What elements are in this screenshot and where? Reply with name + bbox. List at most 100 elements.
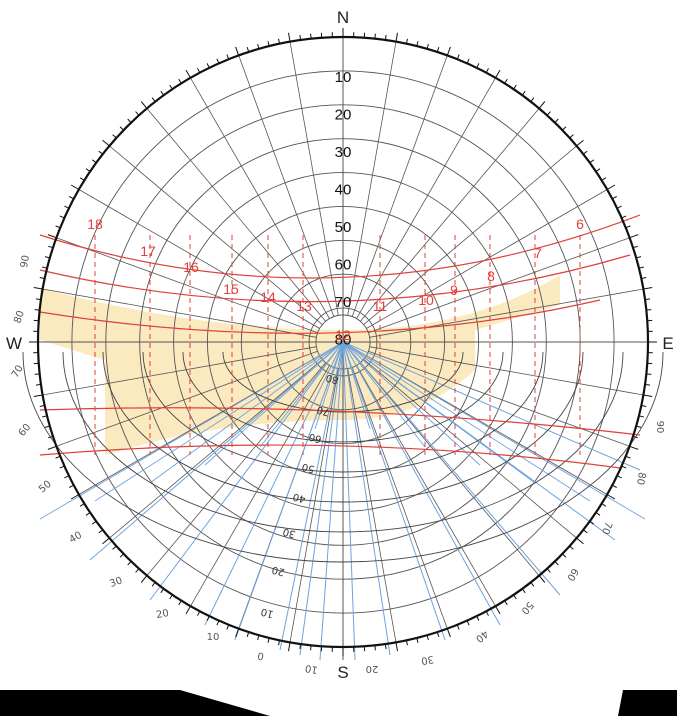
rim-tick bbox=[513, 594, 517, 600]
hour-label: 8 bbox=[487, 268, 495, 284]
rim-tick bbox=[135, 111, 140, 116]
azimuth-radial bbox=[78, 189, 320, 329]
shading-mask-label: 50 bbox=[301, 460, 316, 474]
rim-tick bbox=[513, 84, 517, 90]
shading-line bbox=[342, 341, 426, 448]
azimuth-label: 10 bbox=[207, 632, 220, 643]
shading-line bbox=[89, 341, 344, 561]
rim-tick bbox=[246, 631, 250, 637]
rim-tick bbox=[64, 475, 70, 479]
rim-tick bbox=[178, 78, 182, 84]
rim-tick bbox=[576, 139, 584, 147]
rim-tick bbox=[384, 34, 387, 41]
rim-tick bbox=[538, 575, 546, 583]
rim-tick bbox=[288, 32, 291, 42]
hour-label: 9 bbox=[450, 282, 458, 298]
azimuth-radial bbox=[42, 346, 317, 396]
rim-tick bbox=[546, 111, 551, 116]
rim-tick bbox=[55, 225, 61, 229]
rim-tick bbox=[643, 394, 653, 397]
rim-tick bbox=[562, 553, 567, 558]
rim-tick bbox=[374, 33, 376, 39]
shading-line bbox=[342, 341, 391, 656]
azimuth-radial bbox=[289, 368, 339, 643]
rim-tick bbox=[632, 435, 638, 439]
azimuth-radial bbox=[109, 359, 323, 539]
hour-label: 6 bbox=[576, 216, 584, 232]
rim-tick bbox=[42, 415, 48, 418]
rim-ticks bbox=[29, 28, 657, 656]
rim-tick bbox=[504, 78, 508, 84]
rim-tick bbox=[485, 611, 489, 616]
altitude-label: 10 bbox=[335, 69, 352, 86]
shading-line bbox=[279, 341, 344, 651]
azimuth-label: 80 bbox=[634, 471, 647, 485]
rim-tick bbox=[521, 90, 526, 96]
rim-tick bbox=[33, 394, 43, 397]
azimuth-label: 10 bbox=[304, 662, 318, 675]
rim-tick bbox=[416, 637, 419, 643]
shading-mask-labels: 80 70 60 50 40 30 20 10 bbox=[260, 371, 340, 619]
rim-tick bbox=[140, 575, 148, 583]
sun-path-curve bbox=[39, 444, 621, 469]
shading-mask-label: 20 bbox=[271, 563, 286, 577]
rim-tick bbox=[621, 215, 627, 219]
shading-line bbox=[149, 341, 344, 601]
rim-tick bbox=[530, 581, 535, 587]
azimuth-radial bbox=[366, 189, 608, 329]
rim-tick bbox=[216, 620, 220, 626]
rim-tick bbox=[436, 631, 440, 637]
altitude-label: 40 bbox=[335, 182, 352, 199]
rim-tick bbox=[91, 520, 97, 525]
azimuth-radial bbox=[347, 368, 397, 643]
rim-tick bbox=[530, 97, 535, 103]
azimuth-label: 20 bbox=[155, 608, 169, 621]
shading-line bbox=[342, 341, 641, 471]
rim-tick bbox=[504, 600, 508, 606]
rim-tick bbox=[606, 184, 616, 190]
rim-tick bbox=[112, 134, 117, 139]
hour-label: 14 bbox=[260, 289, 276, 305]
azimuth-label: 40 bbox=[473, 628, 490, 645]
shading-arc bbox=[182, 351, 504, 443]
rim-tick bbox=[127, 118, 132, 123]
azimuth-label: 50 bbox=[519, 599, 536, 616]
rim-tick bbox=[636, 256, 642, 259]
rim-tick bbox=[456, 54, 460, 60]
rim-tick bbox=[446, 628, 451, 638]
shading-arc bbox=[62, 351, 624, 533]
azimuth-radial bbox=[368, 350, 630, 447]
rim-tick bbox=[641, 277, 647, 280]
rim-tick bbox=[69, 484, 74, 488]
azimuth-radial bbox=[146, 108, 326, 322]
rim-tick bbox=[267, 41, 270, 47]
rim-tick bbox=[48, 245, 54, 249]
rim-tick bbox=[33, 287, 43, 290]
altitude-label: 20 bbox=[335, 107, 352, 124]
rim-tick bbox=[39, 404, 45, 407]
rim-tick bbox=[466, 620, 470, 626]
rim-tick bbox=[384, 643, 387, 650]
rim-tick bbox=[299, 643, 302, 650]
shading-line bbox=[204, 341, 344, 626]
rim-tick bbox=[395, 642, 398, 652]
shading-line bbox=[342, 341, 371, 430]
rim-tick bbox=[416, 41, 419, 47]
azimuth-radial bbox=[366, 355, 608, 495]
rim-tick bbox=[34, 309, 40, 311]
rim-tick bbox=[405, 38, 408, 44]
rim-tick bbox=[69, 196, 74, 200]
hour-label: 10 bbox=[418, 292, 434, 308]
rim-tick bbox=[643, 287, 653, 290]
rim-tick bbox=[44, 425, 50, 428]
rim-tick bbox=[98, 150, 104, 155]
rim-tick bbox=[42, 266, 48, 269]
rim-tick bbox=[606, 494, 616, 500]
rim-tick bbox=[589, 520, 595, 525]
azimuth-radial bbox=[56, 350, 318, 447]
rim-tick bbox=[569, 545, 574, 550]
rim-tick bbox=[644, 383, 651, 386]
rim-tick bbox=[102, 537, 110, 545]
rim-tick bbox=[576, 537, 584, 545]
rim-tick bbox=[98, 529, 104, 534]
